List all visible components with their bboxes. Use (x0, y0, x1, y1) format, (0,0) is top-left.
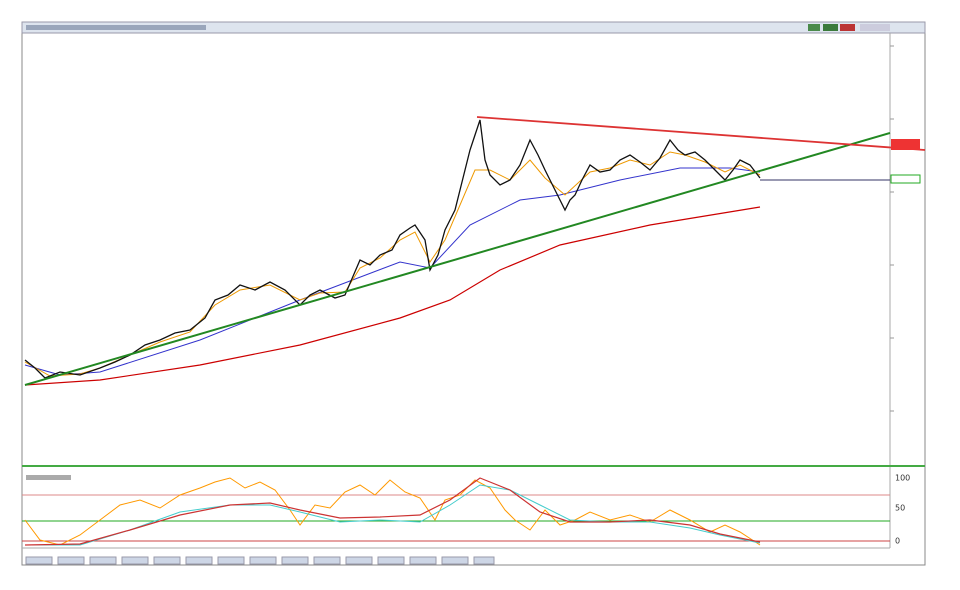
price-tag (890, 174, 921, 184)
short-moving-average (24, 151, 761, 377)
title-bar (21, 21, 926, 34)
toolbar-button[interactable] (860, 24, 890, 31)
price-tag (891, 139, 920, 150)
oscillator-slow (24, 477, 761, 546)
oscillator-tick-label: 0 (895, 537, 900, 546)
oscillator-signal (25, 484, 761, 546)
toolbar-button[interactable] (808, 24, 820, 31)
oscillator-fast (24, 477, 761, 546)
oscillator-tick-label: 50 (895, 504, 905, 513)
oscillator-tick-label: 100 (895, 474, 910, 483)
medium-moving-average (24, 167, 761, 376)
support-trendline[interactable] (24, 132, 891, 386)
toolbar-button[interactable] (840, 24, 855, 31)
window (21, 21, 926, 566)
indicator-name-blur (26, 475, 71, 480)
long-moving-average (24, 206, 761, 386)
price-axis-ticks (890, 45, 894, 412)
resistance-trendline[interactable] (476, 116, 926, 151)
toolbar-button[interactable] (823, 24, 838, 31)
title-text-blur (26, 25, 206, 30)
price-candles (24, 119, 761, 379)
bottom-tabs[interactable] (25, 556, 495, 565)
